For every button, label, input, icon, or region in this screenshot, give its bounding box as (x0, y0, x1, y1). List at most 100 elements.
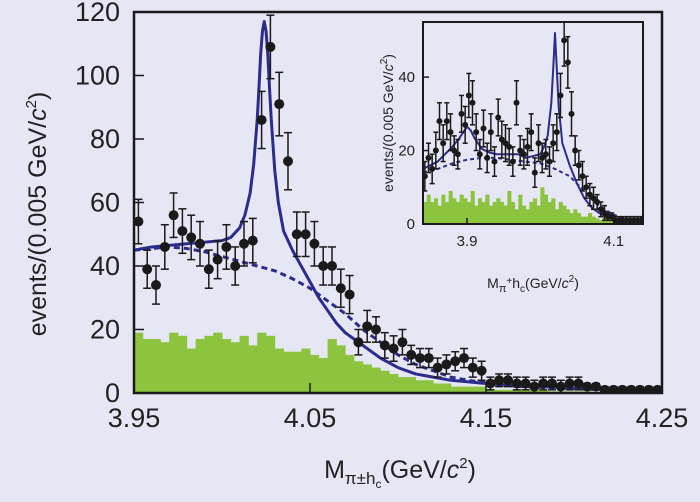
inset-data-point (465, 92, 472, 99)
main-histogram-bar (318, 358, 328, 393)
main-histogram-bar (151, 339, 161, 393)
main-data-point (344, 289, 355, 300)
main-data-point (353, 337, 364, 348)
main-x-tick-label: 4.15 (460, 403, 513, 433)
main-data-point (195, 238, 205, 249)
inset-data-point (583, 184, 590, 191)
main-data-point (221, 241, 232, 252)
main-data-point (626, 384, 637, 393)
main-x-axis-label: Mπ±hc(GeV/c2) (324, 455, 476, 491)
main-histogram-bar (239, 335, 249, 393)
main-histogram-bar (274, 348, 284, 393)
main-data-point (432, 362, 443, 373)
main-data-point (520, 378, 531, 389)
main-histogram-bar (442, 383, 452, 393)
inset-histogram-bar (551, 198, 556, 224)
inset-histogram-bar (525, 209, 530, 224)
inset-data-point (436, 118, 443, 125)
inset-histogram-bar (507, 190, 512, 224)
main-data-point (555, 381, 566, 392)
inset-data-point (473, 129, 480, 136)
inset-data-point (491, 158, 498, 165)
inset-histogram-bar (467, 201, 472, 224)
main-data-point (573, 378, 584, 389)
inset-data-point (458, 110, 465, 117)
main-histogram-bar (354, 361, 364, 393)
inset-data-point (557, 92, 564, 99)
main-data-point (300, 229, 311, 240)
inset-background-fit-line (423, 156, 643, 223)
inset-histogram-bar (474, 205, 479, 224)
inset-histogram-bar (599, 220, 604, 224)
main-histogram-bar (230, 342, 240, 393)
inset-histogram-bar (573, 209, 578, 224)
main-data-point (652, 384, 662, 393)
main-clipped (134, 14, 662, 393)
inset-histogram-bar (445, 201, 450, 224)
inset-data-point (601, 209, 608, 216)
main-histogram-bar (257, 332, 267, 393)
inset-data-point (572, 147, 579, 154)
main-y-axis-label: events/(0.005 GeV/c2) (23, 92, 52, 337)
main-data-point (335, 283, 346, 294)
main-histogram-bar (415, 380, 425, 393)
inset-histogram-bar (533, 198, 538, 224)
main-histogram-bar (186, 348, 196, 393)
inset-data-point (487, 129, 494, 136)
inset-data-point (495, 114, 502, 121)
inset-data-point (528, 129, 535, 136)
main-x-tick-label: 4.25 (636, 403, 689, 433)
inset-histogram-bar (591, 216, 596, 224)
inset-histogram-bar (544, 194, 549, 224)
inset-histogram-bar (481, 201, 486, 224)
main-data-point (371, 324, 381, 335)
inset-histogram-bar (540, 187, 545, 224)
main-data-point (134, 216, 144, 227)
inset-histogram-bar (430, 201, 435, 224)
inset-histogram-bar (547, 201, 552, 224)
main-histogram-bar (134, 332, 144, 393)
inset-data-point (546, 158, 553, 165)
main-data-point (599, 384, 610, 393)
inset-data-point (462, 121, 469, 128)
inset-histogram-bar (485, 194, 490, 224)
inset-data-point (480, 125, 487, 132)
inset-histogram-bar (452, 198, 457, 224)
inset-histogram-bar (496, 198, 501, 224)
inset-histogram-bar (522, 205, 527, 224)
main-data-point (459, 353, 469, 364)
main-data-point (256, 114, 267, 125)
inset-data-point (575, 162, 582, 169)
main-data-point (309, 238, 320, 249)
main-x-tick-label: 3.95 (108, 403, 161, 433)
inset-data-point (517, 147, 524, 154)
inset-data-point (454, 151, 461, 158)
inset-data-point (502, 140, 509, 147)
inset-data-point (506, 143, 513, 150)
main-data-point (239, 238, 249, 249)
inset-data-point (568, 110, 575, 117)
inset-histogram-bar (448, 190, 453, 224)
main-data-point (318, 261, 329, 271)
main-histogram-bar (538, 389, 548, 393)
inset-histogram-bar (459, 194, 464, 224)
main-histogram-bar (389, 373, 399, 393)
main-data-point (485, 378, 496, 389)
inset-histogram-bar (492, 201, 497, 224)
main-histogram-bar (459, 386, 469, 393)
main-data-point (582, 381, 593, 392)
main-histogram-bar (512, 389, 522, 393)
inset-histogram-bar (566, 209, 571, 224)
inset-x-tick-label: 3.9 (457, 233, 478, 250)
inset-histogram-bar (588, 212, 593, 224)
inset-histogram-bar (580, 216, 585, 224)
inset-data-point (520, 151, 527, 158)
inset-data-point (509, 158, 516, 165)
inset-histogram-bar (562, 205, 567, 224)
main-data-point (142, 264, 153, 275)
inset-data-point (447, 129, 454, 136)
main-histogram-bar (142, 339, 152, 393)
inset-data-point (542, 151, 549, 158)
main-data-point (406, 349, 417, 360)
inset-data-point (451, 147, 458, 154)
